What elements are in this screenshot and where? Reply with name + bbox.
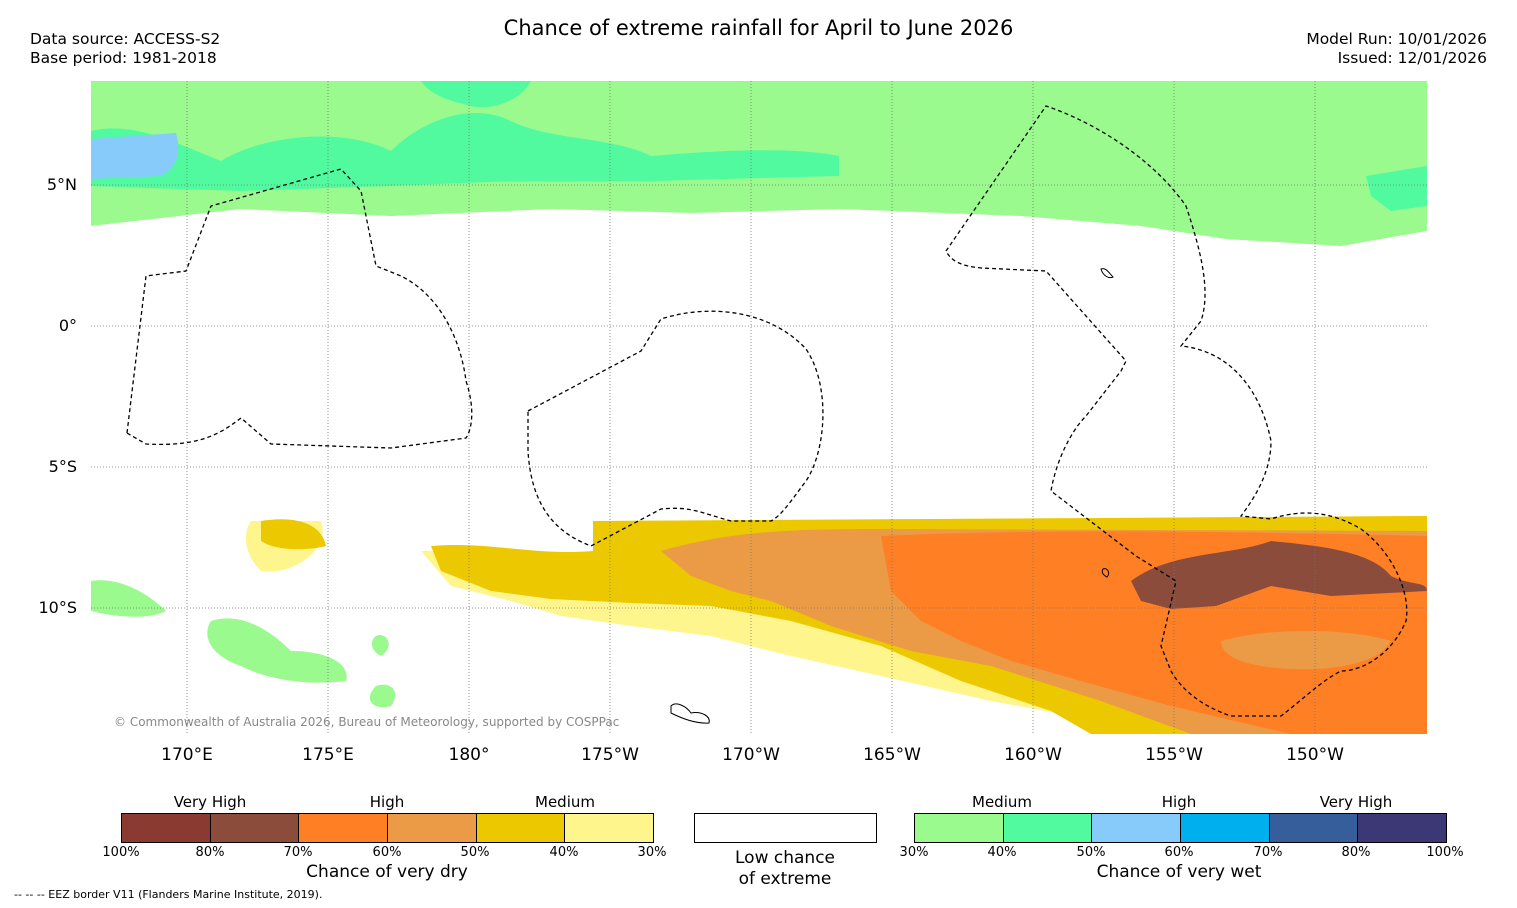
dry-swatch [122, 814, 211, 842]
low-chance-line1: Low chance [735, 848, 835, 868]
lat-label-10s: 10°S [38, 598, 77, 617]
wet-colorbar [914, 813, 1447, 843]
lon-label: 165°W [863, 745, 921, 765]
dry-legend-title: Chance of very dry [306, 862, 468, 882]
dry-colorbar [121, 813, 654, 843]
eez-note: -- -- -- EEZ border V11 (Flanders Marine… [14, 888, 323, 901]
wet-tick: 70% [1253, 845, 1283, 860]
wet-swatch [1003, 814, 1093, 842]
dry-swatch [299, 814, 389, 842]
wet-tick: 60% [1164, 845, 1194, 860]
dry-tick: 100% [102, 845, 140, 860]
wet-tick: 30% [899, 845, 929, 860]
lon-label: 170°W [722, 745, 780, 765]
wet-swatch [1269, 814, 1359, 842]
lon-label: 180° [448, 745, 490, 765]
dry-swatch [476, 814, 566, 842]
lon-label: 160°W [1004, 745, 1062, 765]
wet-region-south [91, 580, 396, 708]
lon-label: 150°W [1286, 745, 1344, 765]
wet-swatch [1092, 814, 1182, 842]
data-info: Data source: ACCESS-S2 Base period: 1981… [30, 30, 220, 68]
wet-swatch [915, 814, 1004, 842]
lon-label: 155°W [1145, 745, 1203, 765]
dry-category-medium: Medium [535, 793, 595, 811]
low-chance-swatch [694, 813, 877, 843]
dry-tick: 60% [372, 845, 402, 860]
low-chance-line2: of extreme [738, 869, 832, 889]
dry-swatch [210, 814, 300, 842]
dry-tick: 50% [460, 845, 490, 860]
copyright-notice: © Commonwealth of Australia 2026, Bureau… [114, 715, 620, 729]
wet-category-medium: Medium [972, 793, 1032, 811]
dry-category-high: High [369, 793, 405, 811]
wet-tick: 80% [1341, 845, 1371, 860]
lon-label: 170°E [161, 745, 213, 765]
run-info: Model Run: 10/01/2026 Issued: 12/01/2026 [1306, 30, 1487, 68]
low-chance-label: Low chance of extreme [695, 848, 875, 890]
lon-label: 175°W [581, 745, 639, 765]
model-run: Model Run: 10/01/2026 [1306, 30, 1487, 48]
dry-tick: 30% [637, 845, 667, 860]
wet-swatch [1181, 814, 1270, 842]
lon-label: 175°E [302, 745, 354, 765]
wet-tick: 100% [1426, 845, 1464, 860]
wet-legend-title: Chance of very wet [1096, 862, 1262, 882]
eez-borders [126, 105, 1408, 717]
rainfall-map [91, 81, 1427, 734]
dry-region-south [245, 516, 1427, 734]
dry-tick: 40% [549, 845, 579, 860]
dry-tick: 80% [195, 845, 225, 860]
base-period: Base period: 1981-2018 [30, 49, 217, 67]
wet-tick: 50% [1076, 845, 1106, 860]
dry-tick: 70% [283, 845, 313, 860]
lat-label-0: 0° [58, 316, 77, 335]
lat-label-5s: 5°S [48, 457, 77, 476]
wet-region-north [91, 81, 1427, 246]
dry-category-very-high: Very High [173, 793, 247, 811]
wet-swatch [1358, 814, 1447, 842]
map-title: Chance of extreme rainfall for April to … [503, 16, 1014, 40]
issued-date: Issued: 12/01/2026 [1337, 49, 1487, 67]
wet-category-high: High [1161, 793, 1197, 811]
lat-label-5n: 5°N [46, 175, 77, 194]
wet-category-very-high: Very High [1319, 793, 1393, 811]
wet-tick: 40% [987, 845, 1017, 860]
data-source: Data source: ACCESS-S2 [30, 30, 221, 48]
dry-swatch [388, 814, 477, 842]
dry-swatch [565, 814, 654, 842]
islands [670, 268, 1114, 724]
